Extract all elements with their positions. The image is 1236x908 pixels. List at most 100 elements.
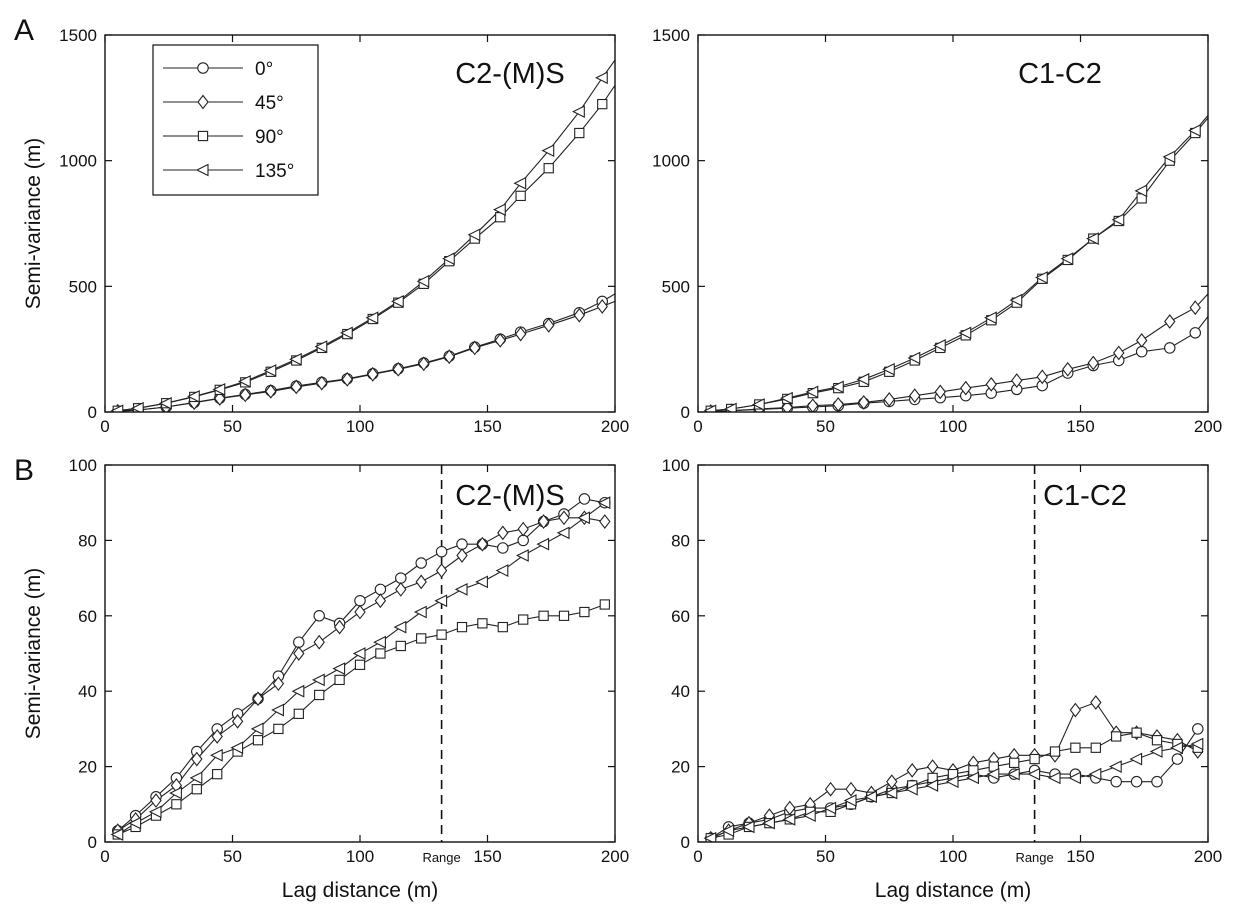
data-point-circle (1130, 775, 1143, 788)
data-point-triangle-left (110, 828, 124, 841)
data-point-diamond (1090, 695, 1102, 710)
data-point-triangle-left (933, 339, 946, 352)
data-point-triangle-left (391, 295, 404, 308)
data-point-triangle-left (577, 511, 590, 525)
data-point-triangle-left (1188, 124, 1201, 137)
data-point-square (518, 614, 529, 625)
x-tick-label: 0 (693, 417, 702, 436)
data-point-circle (313, 610, 325, 622)
data-point-diamond (341, 371, 353, 387)
data-point-diamond (960, 380, 972, 396)
y-axis-title: Semi-variance (m) (22, 138, 45, 310)
data-point-triangle-left (1134, 184, 1148, 198)
panel-label-b: B (14, 454, 34, 487)
data-point-triangle-left (984, 311, 997, 325)
x-tick-label: 150 (1066, 847, 1094, 866)
legend-marker-diamond (197, 94, 209, 110)
data-point-diamond (845, 781, 857, 797)
data-point-diamond (1062, 361, 1074, 377)
data-point-triangle-left (843, 794, 857, 807)
y-tick-label: 1500 (59, 26, 97, 45)
data-point-circle (435, 545, 448, 558)
data-point-triangle-left (1170, 741, 1183, 755)
data-point-square (597, 98, 608, 110)
data-point-diamond (573, 307, 585, 323)
data-point-triangle-left (212, 382, 226, 396)
data-point-square (1111, 731, 1122, 742)
x-tick-label: 50 (816, 417, 835, 436)
data-point-triangle-left (434, 594, 448, 608)
data-point-diamond (265, 383, 277, 399)
x-tick-label: 200 (1194, 847, 1222, 866)
series-line-triangle-left (710, 115, 1208, 412)
y-tick-label: 0 (88, 403, 97, 422)
data-point-diamond (558, 510, 570, 526)
legend-label: 135° (255, 161, 294, 182)
data-point-triangle-left (1060, 252, 1074, 266)
data-point-circle (456, 538, 468, 550)
data-point-diamond (476, 536, 489, 552)
chart-title: C2-(M)S (455, 480, 565, 512)
x-tick-label: 100 (346, 847, 374, 866)
charts-group: 0 50 100 150 200050010001500C2-(M)SSemi-vari… (22, 26, 1222, 902)
data-point-triangle-left (332, 662, 346, 675)
data-point-circle (293, 636, 305, 648)
data-point-diamond (214, 391, 226, 406)
plot-frame (697, 464, 1209, 843)
data-point-square (171, 799, 182, 810)
data-point-triangle-left (1006, 767, 1020, 781)
legend-marker-triangle-left (195, 163, 209, 177)
data-point-triangle-left (721, 824, 735, 838)
range-label: Range (1015, 850, 1053, 865)
y-tick-label: 40 (78, 682, 97, 701)
data-point-square (1009, 757, 1020, 768)
data-point-triangle-left (169, 786, 182, 800)
data-point-triangle-left (148, 805, 162, 819)
plot-frame (104, 34, 616, 413)
data-point-triangle-left (187, 390, 200, 403)
chart-title: C1-C2 (1043, 480, 1127, 512)
y-tick-label: 100 (69, 456, 97, 475)
data-point-square (1049, 746, 1061, 757)
data-point-triangle-left (762, 816, 775, 830)
data-point-square (334, 674, 345, 686)
series-group (110, 59, 615, 412)
plot-frame (697, 34, 1209, 413)
data-point-square (191, 784, 202, 795)
plot-frame (104, 464, 616, 843)
data-point-triangle-left (536, 537, 550, 551)
data-point-square (375, 648, 386, 659)
data-point-square (1090, 742, 1101, 753)
data-point-triangle-left (311, 673, 325, 687)
data-point-triangle-left (365, 311, 379, 325)
data-point-circle (1151, 775, 1163, 788)
data-point-triangle-left (1035, 271, 1048, 284)
data-point-diamond (543, 317, 555, 333)
data-point-square (354, 659, 366, 670)
data-point-diamond (926, 759, 939, 775)
data-point-triangle-left (263, 364, 277, 377)
data-point-diamond (313, 634, 325, 650)
data-point-triangle-left (413, 605, 427, 619)
data-point-triangle-left (1027, 767, 1041, 781)
data-point-triangle-left (416, 274, 430, 288)
data-point-diamond (781, 400, 793, 412)
series-line-triangle-left (710, 743, 1198, 839)
y-tick-label: 0 (681, 833, 690, 852)
data-point-diamond (494, 332, 506, 348)
data-point-square (543, 163, 554, 174)
data-point-circle (1171, 753, 1184, 765)
data-point-diamond (906, 762, 918, 778)
y-tick-label: 80 (78, 531, 97, 550)
data-point-circle (1110, 775, 1122, 788)
x-tick-label: 150 (473, 847, 501, 866)
data-point-square (1070, 742, 1081, 753)
data-point-diamond (537, 514, 550, 529)
data-point-square (477, 618, 488, 629)
data-point-diamond (354, 604, 366, 620)
data-point-diamond (211, 729, 223, 744)
legend-label: 45° (255, 93, 284, 114)
data-point-diamond (418, 356, 430, 372)
data-point-diamond (435, 563, 448, 578)
data-point-diamond (443, 349, 455, 365)
